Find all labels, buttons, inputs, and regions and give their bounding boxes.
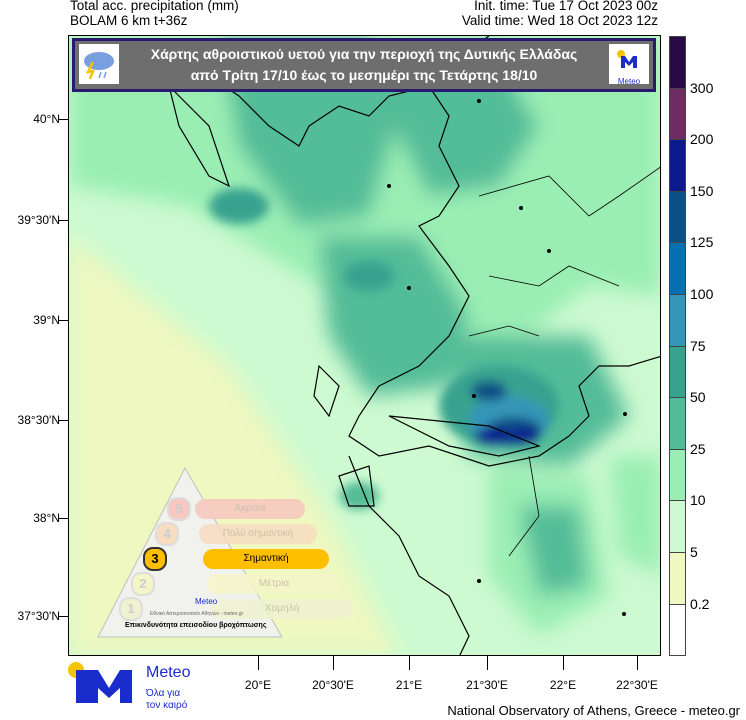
lon-tick-label: 21°30'E bbox=[466, 678, 508, 692]
colorbar-segment bbox=[669, 190, 686, 244]
lon-tick-label: 22°30'E bbox=[616, 678, 658, 692]
lon-tick-label: 22°E bbox=[549, 678, 577, 692]
pyramid-logo-text: Meteo bbox=[195, 597, 218, 606]
colorbar-segment bbox=[669, 36, 686, 89]
lon-tick bbox=[487, 656, 488, 670]
colorbar-segment bbox=[669, 603, 686, 657]
lat-tick-label: 38°30'N bbox=[17, 413, 60, 427]
pyramid-caption: Επικινδυνότητα επεισοδίου βροχόπτωσης bbox=[125, 622, 267, 629]
colorbar-label: 75 bbox=[690, 337, 706, 354]
lon-tick-label: 21°E bbox=[395, 678, 423, 692]
colorbar-label: 200 bbox=[690, 131, 714, 148]
colorbar-segment bbox=[669, 294, 686, 347]
colorbar-label: 0.2 bbox=[690, 595, 710, 612]
map-banner: Χάρτης αθροιστικού υετού για την περιοχή… bbox=[72, 38, 656, 92]
coastline bbox=[167, 36, 660, 655]
lat-tick-label: 40°N bbox=[33, 112, 60, 126]
colorbar-segment bbox=[669, 500, 686, 553]
lat-tick bbox=[58, 518, 68, 519]
field-title: Total acc. precipitation (mm) BOLAM 6 km … bbox=[70, 0, 239, 28]
pyramid-org: Εθνικό Αστεροσκοπείο Αθηνών - meteo.gr bbox=[150, 611, 244, 617]
colorbar-segment bbox=[669, 139, 686, 192]
storm-cloud-icon bbox=[79, 44, 119, 84]
colorbar-label: 50 bbox=[690, 389, 706, 406]
time-info: Init. time: Tue 17 Oct 2023 00z Valid tim… bbox=[461, 0, 658, 28]
lat-tick bbox=[58, 220, 68, 221]
colorbar-label: 5 bbox=[690, 544, 698, 560]
colorbar-segment bbox=[669, 345, 686, 399]
colorbar-label: 150 bbox=[690, 182, 714, 199]
colorbar-segment bbox=[669, 397, 686, 450]
lat-tick-label: 39°N bbox=[33, 313, 60, 327]
lat-tick bbox=[58, 320, 68, 321]
lat-tick-label: 38°N bbox=[33, 511, 60, 525]
lon-tick bbox=[333, 656, 334, 670]
colorbar-label: 100 bbox=[690, 286, 714, 302]
colorbar-segment bbox=[669, 552, 686, 605]
footer-credit: National Observatory of Athens, Greece -… bbox=[447, 703, 740, 718]
colorbar-label: 25 bbox=[690, 440, 706, 457]
lat-tick-label: 39°30'N bbox=[17, 213, 60, 227]
colorbar-label: 125 bbox=[690, 234, 714, 251]
colorbar-segment bbox=[669, 448, 686, 502]
lon-tick-label: 20°E bbox=[244, 678, 272, 692]
meteo-logo-small: Meteo bbox=[609, 44, 649, 86]
lon-tick-label: 20°30'E bbox=[312, 678, 354, 692]
colorbar-label: 10 bbox=[690, 492, 706, 509]
colorbar-label: 300 bbox=[690, 79, 714, 96]
lon-tick bbox=[637, 656, 638, 670]
banner-line1: Χάρτης αθροιστικού υετού για την περιοχή… bbox=[150, 46, 578, 62]
lon-tick bbox=[563, 656, 564, 670]
lat-tick bbox=[58, 420, 68, 421]
lat-tick bbox=[58, 616, 68, 617]
colorbar-segment bbox=[669, 87, 686, 141]
lon-tick bbox=[258, 656, 259, 670]
colorbar-segment bbox=[669, 242, 686, 295]
warning-pyramid: 5 Ακραία 4 Πολύ σημαντική 3 Σημαντική 2 … bbox=[95, 465, 353, 640]
meteo-logo: Meteo Όλα για τον καιρό bbox=[64, 658, 204, 718]
lat-tick-label: 37°30'N bbox=[17, 609, 60, 623]
lon-tick bbox=[409, 656, 410, 670]
lat-tick bbox=[58, 119, 68, 120]
banner-line2: από Τρίτη 17/10 έως το μεσημέρι της Τετά… bbox=[190, 67, 538, 83]
